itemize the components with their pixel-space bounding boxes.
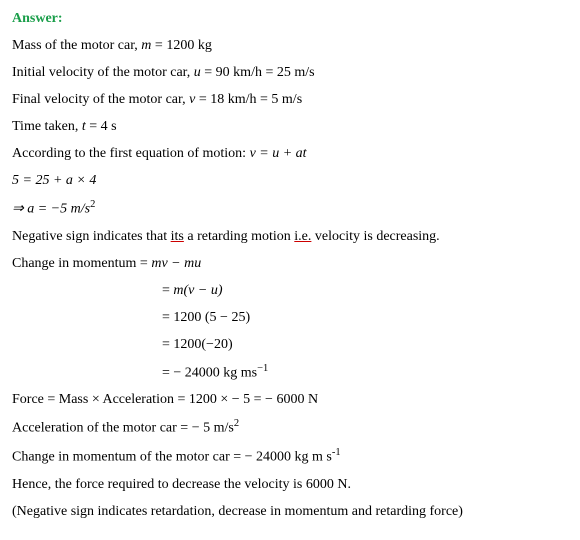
equation: m(v − u): [173, 283, 222, 298]
text-line: According to the first equation of motio…: [12, 143, 568, 164]
exponent: -1: [332, 447, 341, 458]
text-line: Force = Mass × Acceleration = 1200 × − 5…: [12, 389, 568, 410]
text: Final velocity of the motor car,: [12, 92, 189, 107]
text: Change in momentum of the motor car = − …: [12, 450, 332, 465]
text: Negative sign indicates that: [12, 229, 171, 244]
variable: m: [141, 38, 151, 53]
text-line: Hence, the force required to decrease th…: [12, 474, 568, 495]
underlined-text: its: [171, 229, 184, 244]
text-line: Time taken, t = 4 s: [12, 116, 568, 137]
text-line: Initial velocity of the motor car, u = 9…: [12, 62, 568, 83]
text: = 4 s: [89, 119, 116, 134]
equation-line: ⇒ a = −5 m/s2: [12, 197, 568, 220]
exponent: 2: [90, 199, 95, 210]
text-line: Change in momentum = mv − mu: [12, 253, 568, 274]
text: a retarding motion: [184, 229, 294, 244]
exponent: −1: [257, 363, 268, 374]
equation-line: = m(v − u): [12, 280, 568, 301]
text: Change in momentum =: [12, 256, 151, 271]
text: Time taken,: [12, 119, 82, 134]
text: According to the first equation of motio…: [12, 146, 250, 161]
text: Mass of the motor car,: [12, 38, 141, 53]
text: Acceleration of the motor car = − 5 m/s: [12, 421, 234, 436]
equation: ⇒ a = −5: [12, 202, 71, 217]
text-line: Acceleration of the motor car = − 5 m/s2: [12, 416, 568, 439]
text: velocity is decreasing.: [311, 229, 439, 244]
text-line: (Negative sign indicates retardation, de…: [12, 501, 568, 522]
equation-line: = − 24000 kg ms−1: [12, 361, 568, 384]
equation-line: = 1200 (5 − 25): [12, 307, 568, 328]
text: Initial velocity of the motor car,: [12, 65, 194, 80]
answer-label: Answer:: [12, 8, 568, 29]
equation: mv − mu: [151, 256, 201, 271]
underlined-text: i.e.: [294, 229, 311, 244]
text-line: Negative sign indicates that its a retar…: [12, 226, 568, 247]
text: = 18 km/h = 5 m/s: [195, 92, 302, 107]
text-line: Change in momentum of the motor car = − …: [12, 445, 568, 468]
text: = 90 km/h = 25 m/s: [201, 65, 315, 80]
equation-line: = 1200(−20): [12, 334, 568, 355]
unit: m/s: [71, 202, 90, 217]
exponent: 2: [234, 418, 239, 429]
text-line: Mass of the motor car, m = 1200 kg: [12, 35, 568, 56]
variable: u: [194, 65, 201, 80]
text: =: [162, 283, 173, 298]
equation-line: 5 = 25 + a × 4: [12, 170, 568, 191]
text-line: Final velocity of the motor car, v = 18 …: [12, 89, 568, 110]
text: = 1200 kg: [151, 38, 211, 53]
equation: v = u + at: [250, 146, 307, 161]
text: = − 24000 kg ms: [162, 365, 257, 380]
